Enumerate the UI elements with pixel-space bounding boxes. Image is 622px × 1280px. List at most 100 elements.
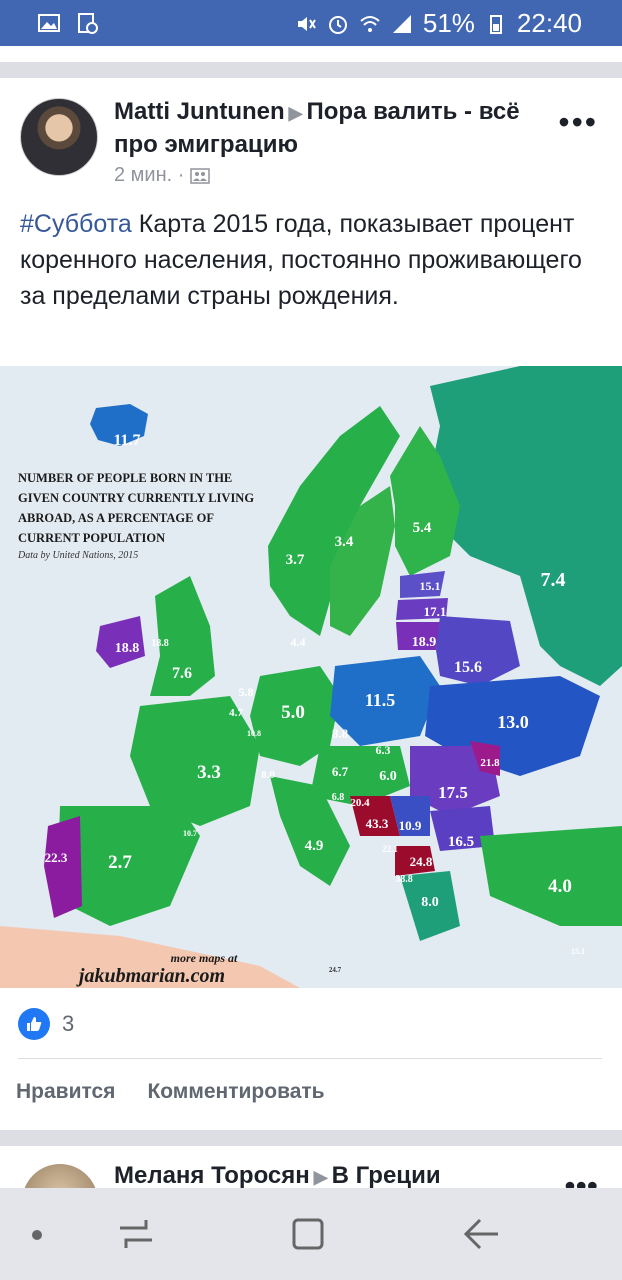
signal-icon [392, 14, 411, 33]
label-moldova: 21.8 [480, 757, 500, 769]
label-turkey: 4.0 [548, 876, 572, 897]
map-footer-small: more maps at [171, 951, 238, 965]
home-icon[interactable] [290, 1216, 326, 1252]
battery-icon [489, 14, 502, 34]
label-bulgaria: 16.5 [448, 834, 474, 850]
more-options-icon[interactable]: ••• [564, 1168, 598, 1190]
lithuania-shape [396, 622, 440, 650]
label-slovakia: 6.3 [376, 743, 391, 757]
europe-map-image[interactable]: NUMBER OF PEOPLE BORN IN THE GIVEN COUNT… [0, 366, 622, 988]
label-andorra: 10.7 [183, 829, 197, 838]
map-title-line-3: ABROAD, AS A PERCENTAGE OF [18, 511, 214, 525]
feed-post: Matti Juntunen ▶ Пора валить - всё про эми… [0, 78, 622, 1130]
alarm-icon [328, 15, 347, 34]
label-russia: 7.4 [541, 569, 566, 591]
post-body: Карта 2015 года, показывает процент коре… [20, 210, 582, 310]
next-post-header: Меланя Торосян ▶ В Греции [114, 1162, 441, 1190]
label-czech: 8.8 [332, 726, 349, 741]
label-spain: 2.7 [108, 852, 132, 873]
map-value-labels: 11.7 3.7 3.4 5.4 7.4 15.1 17.1 18.9 15.6… [45, 432, 585, 974]
avatar[interactable] [20, 98, 98, 176]
map-source: Data by United Nations, 2015 [17, 550, 138, 561]
label-iceland: 11.7 [113, 432, 140, 449]
label-finland: 5.4 [413, 520, 432, 536]
label-norway: 3.7 [286, 552, 305, 568]
status-bar: 51% 22:40 [0, 0, 622, 46]
label-belgium: 4.7 [229, 707, 243, 719]
label-switzerland: 8.0 [261, 769, 275, 781]
arrow-right-icon: ▶ [313, 1167, 328, 1187]
label-albania: 38.8 [395, 874, 413, 885]
albania-macedonia-shape [395, 846, 435, 876]
group-name[interactable]: Пора валить - всё про эмиграцию [114, 98, 520, 158]
uk-shape [150, 576, 215, 696]
serbia-shape [390, 796, 430, 836]
label-ireland: 18.8 [115, 641, 140, 656]
label-italy: 4.9 [305, 838, 324, 854]
comment-button[interactable]: Комментировать [147, 1080, 325, 1103]
label-sweden: 3.4 [335, 534, 354, 550]
africa-shape [0, 926, 300, 988]
ireland-shape [96, 616, 145, 668]
map-title-line-4: CURRENT POPULATION [18, 531, 165, 545]
like-reaction-icon [18, 1008, 50, 1040]
post-time[interactable]: 2 мин. · [114, 164, 185, 186]
label-portugal: 22.3 [45, 850, 68, 865]
label-poland: 11.5 [365, 690, 396, 710]
next-post-author[interactable]: Меланя Торосян [114, 1162, 310, 1189]
label-netherlands: 5.8 [239, 685, 254, 699]
author-name[interactable]: Matti Juntunen [114, 98, 285, 125]
finland-shape [390, 426, 460, 576]
back-icon[interactable] [462, 1216, 502, 1252]
label-estonia: 15.1 [420, 579, 441, 593]
estonia-shape [400, 571, 445, 598]
label-macedonia: 24.8 [410, 854, 433, 869]
greece-shape [400, 871, 460, 941]
next-post-group[interactable]: В Греции [331, 1162, 441, 1189]
next-post-avatar[interactable] [22, 1164, 98, 1190]
post-meta: 2 мин. · [114, 164, 211, 187]
group-privacy-icon [190, 167, 211, 184]
latvia-shape [396, 598, 448, 620]
like-button[interactable]: Нравится [16, 1080, 116, 1103]
recent-apps-icon[interactable] [116, 1216, 156, 1252]
actions-divider [18, 1058, 602, 1059]
russia-shape [430, 366, 622, 686]
label-germany: 5.0 [281, 702, 305, 723]
mute-icon [297, 16, 316, 31]
map-title: NUMBER OF PEOPLE BORN IN THE GIVEN COUNT… [18, 471, 254, 545]
italy-shape [270, 776, 350, 886]
arrow-right-icon: ▶ [288, 103, 303, 123]
next-feed-post: Меланя Торосян ▶ В Греции ••• [0, 1146, 622, 1190]
label-slovenia: 6.8 [332, 792, 345, 803]
reactions-summary[interactable]: 3 [18, 1008, 74, 1040]
map-title-line-1: NUMBER OF PEOPLE BORN IN THE [18, 471, 232, 485]
dot-icon[interactable] [30, 1228, 44, 1242]
label-northern-ireland: 18.8 [151, 638, 169, 649]
post-header: Matti Juntunen ▶ Пора валить - всё про эми… [114, 96, 534, 161]
label-luxembourg: 10.8 [247, 729, 261, 738]
label-croatia: 20.4 [350, 797, 370, 809]
moldova-shape [470, 741, 500, 776]
more-options-icon[interactable]: ••• [558, 104, 598, 140]
iceland-shape [90, 404, 148, 446]
hashtag-link[interactable]: #Суббота [20, 210, 132, 238]
bulgaria-shape [430, 806, 495, 851]
label-lithuania: 18.9 [412, 635, 437, 650]
feed-divider-2 [0, 1130, 622, 1146]
gallery-icon [38, 14, 60, 32]
map-title-line-2: GIVEN COUNTRY CURRENTLY LIVING [18, 491, 254, 505]
label-cyprus: 15.1 [571, 947, 585, 956]
label-greece: 8.0 [421, 895, 439, 910]
spain-shape [58, 806, 200, 926]
label-ukraine: 13.0 [497, 712, 529, 732]
label-serbia: 10.9 [399, 818, 422, 833]
france-shape [130, 696, 260, 826]
label-bosnia: 43.3 [366, 816, 389, 831]
poland-shape [330, 656, 440, 746]
wifi-icon [360, 15, 380, 32]
post-actions: Нравится Комментировать [16, 1080, 325, 1104]
hungary-shape [310, 746, 410, 806]
label-uk: 7.6 [172, 665, 192, 682]
label-denmark: 4.4 [291, 635, 306, 649]
